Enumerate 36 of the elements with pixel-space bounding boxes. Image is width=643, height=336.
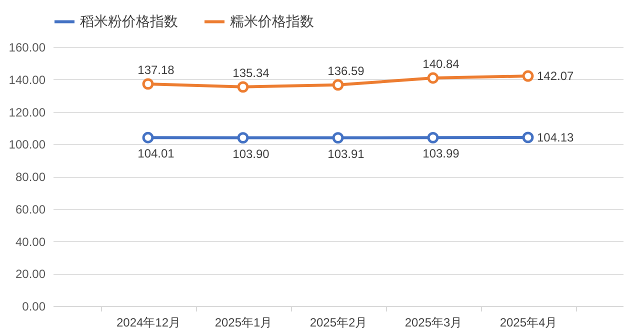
point: [237, 132, 249, 144]
point: [522, 132, 534, 144]
y-tick-label: 40.00: [15, 234, 46, 249]
data-label: 142.07: [537, 69, 574, 84]
x-tick-label: 2025年4月: [500, 316, 558, 330]
legend-label: 稻米粉价格指数: [80, 12, 178, 29]
point: [427, 132, 439, 144]
data-label: 103.99: [422, 146, 460, 161]
data-label: 103.91: [328, 146, 365, 161]
data-label: 104.01: [138, 146, 175, 161]
point: [332, 132, 344, 144]
point: [522, 70, 534, 82]
point: [427, 72, 439, 84]
point: [142, 78, 154, 90]
x-tick-label: 2025年1月: [214, 316, 272, 330]
data-label: 136.59: [328, 64, 365, 78]
y-tick-label: 140.00: [8, 72, 46, 87]
data-label: 103.90: [232, 146, 270, 161]
y-tick-label: 20.00: [15, 267, 46, 282]
point: [237, 81, 249, 93]
y-tick-label: 160.00: [8, 40, 46, 54]
y-tick-label: 0.00: [22, 300, 46, 314]
point: [332, 79, 344, 91]
y-tick-label: 80.00: [15, 170, 46, 184]
legend-label: 糯米价格指数: [230, 12, 314, 29]
y-tick-label: 120.00: [8, 105, 46, 120]
x-tick-label: 2024年12月: [116, 316, 181, 330]
y-tick-label: 100.00: [8, 138, 46, 152]
point: [142, 132, 154, 144]
data-label: 104.13: [537, 130, 574, 144]
y-tick-label: 60.00: [15, 202, 46, 216]
x-tick-label: 2025年2月: [310, 316, 368, 330]
x-tick-label: 2025年3月: [404, 316, 462, 330]
data-label: 137.18: [138, 62, 175, 77]
data-label: 140.84: [422, 57, 460, 72]
data-label: 135.34: [232, 66, 270, 80]
